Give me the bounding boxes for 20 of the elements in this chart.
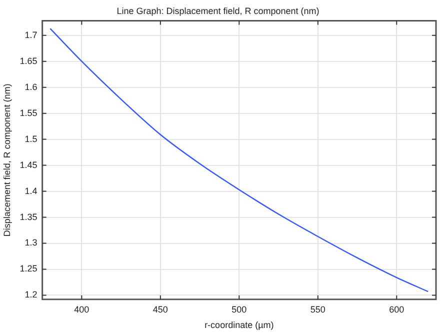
x-tick-label: 500 [232, 304, 247, 314]
y-tick-label: 1.45 [20, 160, 38, 170]
x-tick-label: 550 [310, 304, 326, 314]
y-tick-label: 1.4 [24, 186, 38, 196]
x-tick-label: 400 [74, 304, 90, 314]
x-axis-title: r-coordinate (µm) [204, 320, 274, 330]
y-tick-label: 1.25 [20, 264, 38, 274]
x-tick-label: 450 [152, 304, 168, 314]
y-tick-label: 1.2 [24, 290, 38, 300]
y-tick-label: 1.65 [20, 56, 38, 66]
line-series [50, 28, 429, 292]
y-axis-title: Displacement field, R component (nm) [2, 84, 12, 237]
x-tick-label: 600 [389, 304, 404, 314]
y-tick-label: 1.7 [24, 30, 38, 40]
y-tick-label: 1.6 [24, 82, 38, 92]
chart-title: Line Graph: Displacement field, R component (nm) [116, 6, 320, 16]
y-tick-label: 1.55 [20, 108, 38, 118]
y-tick-label: 1.35 [20, 212, 38, 222]
y-tick-label: 1.5 [24, 134, 38, 144]
y-tick-label: 1.3 [24, 238, 38, 248]
